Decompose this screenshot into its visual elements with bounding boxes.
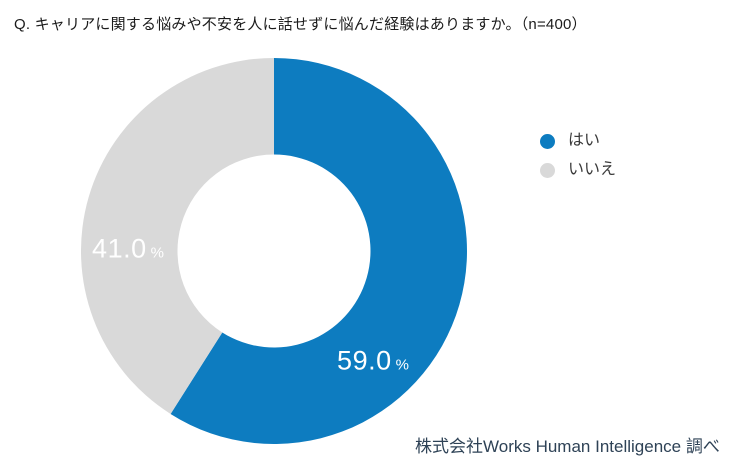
donut-chart: 59.0 % 41.0 %	[81, 58, 467, 444]
percent-sign-yes: %	[395, 356, 409, 374]
source-credit: 株式会社Works Human Intelligence 調べ	[415, 437, 720, 456]
legend-label-no: いいえ	[568, 161, 617, 178]
slice-value-yes: 59.0	[337, 345, 392, 376]
legend-swatch-yes-icon	[540, 133, 555, 149]
chart-title: Q. キャリアに関する悩みや不安を人に話せずに悩んだ経験はありますか。（n=40…	[14, 16, 587, 33]
donut-slice-yes	[170, 58, 467, 444]
legend: はい いいえ	[540, 131, 616, 189]
donut-slice-no	[81, 58, 274, 414]
legend-item-no: いいえ	[540, 160, 616, 180]
percent-sign-no: %	[150, 244, 164, 262]
donut-chart-svg	[81, 58, 467, 444]
slice-value-no: 41.0	[92, 233, 147, 264]
legend-item-yes: はい	[540, 131, 616, 151]
legend-swatch-no-icon	[540, 162, 555, 178]
legend-label-yes: はい	[568, 132, 601, 149]
slice-label-no: 41.0 %	[92, 234, 164, 265]
slice-label-yes: 59.0 %	[337, 346, 409, 377]
